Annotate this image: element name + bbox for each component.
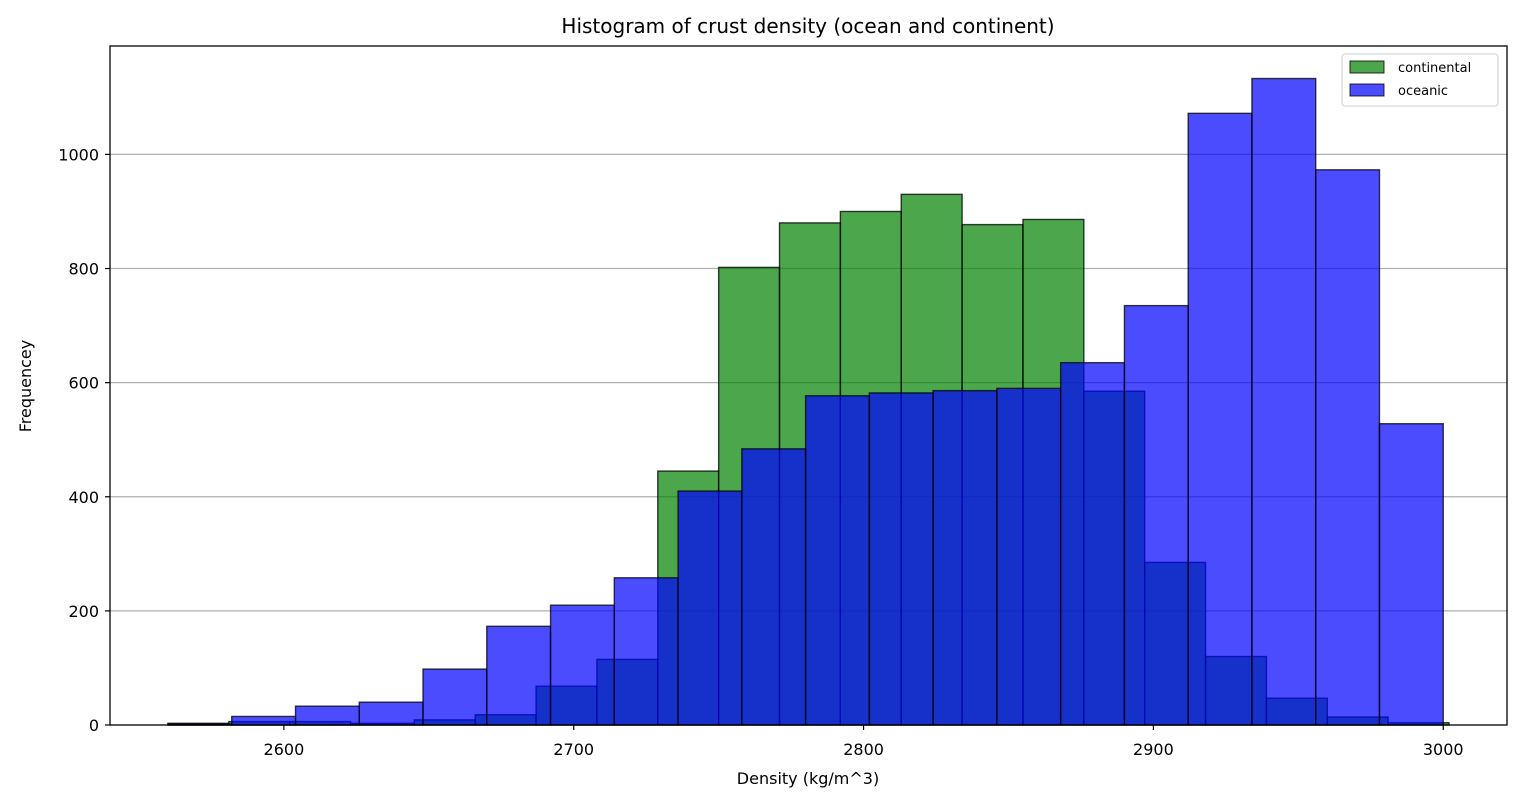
bar-oceanic [422, 668, 488, 726]
y-tick-label: 800 [68, 260, 99, 279]
bar-oceanic [996, 387, 1062, 726]
bar-oceanic [613, 577, 679, 726]
legend-label-continental: continental [1398, 61, 1471, 76]
bar-oceanic [1315, 169, 1381, 726]
bars [167, 77, 1450, 726]
bar-oceanic [804, 395, 871, 726]
y-axis-label: Frequencey [16, 340, 35, 433]
y-tick-label: 600 [68, 374, 99, 393]
chart-title: Histogram of crust density (ocean and co… [561, 14, 1054, 38]
bar-oceanic [1251, 77, 1317, 726]
bar-oceanic [231, 715, 297, 726]
legend: continental oceanic [1341, 53, 1499, 107]
x-tick-label: 2900 [1133, 740, 1174, 759]
bar-oceanic [358, 701, 424, 726]
x-tick-label: 2700 [553, 740, 594, 759]
legend-swatch-continental [1349, 60, 1385, 74]
bar-oceanic [294, 705, 360, 726]
bar-oceanic [741, 448, 807, 726]
bar-oceanic [1187, 112, 1253, 726]
bar-oceanic [1059, 361, 1126, 726]
y-tick-label: 400 [68, 488, 99, 507]
y-tick-label: 0 [89, 716, 99, 735]
bar-oceanic [549, 604, 616, 726]
x-tick-label: 3000 [1423, 740, 1464, 759]
legend-swatch-oceanic [1349, 83, 1385, 97]
bar-oceanic [677, 490, 743, 726]
bar-oceanic [932, 389, 998, 726]
x-axis-label: Density (kg/m^3) [737, 769, 879, 788]
x-tick-label: 2600 [264, 740, 305, 759]
plot-frame [109, 45, 1508, 726]
legend-label-oceanic: oceanic [1398, 84, 1448, 99]
x-tick-label: 2800 [843, 740, 884, 759]
bar-oceanic [1123, 304, 1189, 726]
bar-oceanic [486, 625, 552, 726]
axes [109, 45, 1508, 726]
tick-marks: 2600 2700 2800 2900 3000 0 200 400 600 800 1000 [58, 145, 1463, 759]
y-tick-label: 1000 [58, 145, 99, 164]
y-tick-label: 200 [68, 602, 99, 621]
bar-oceanic [1378, 423, 1444, 726]
bar-oceanic [868, 392, 934, 726]
